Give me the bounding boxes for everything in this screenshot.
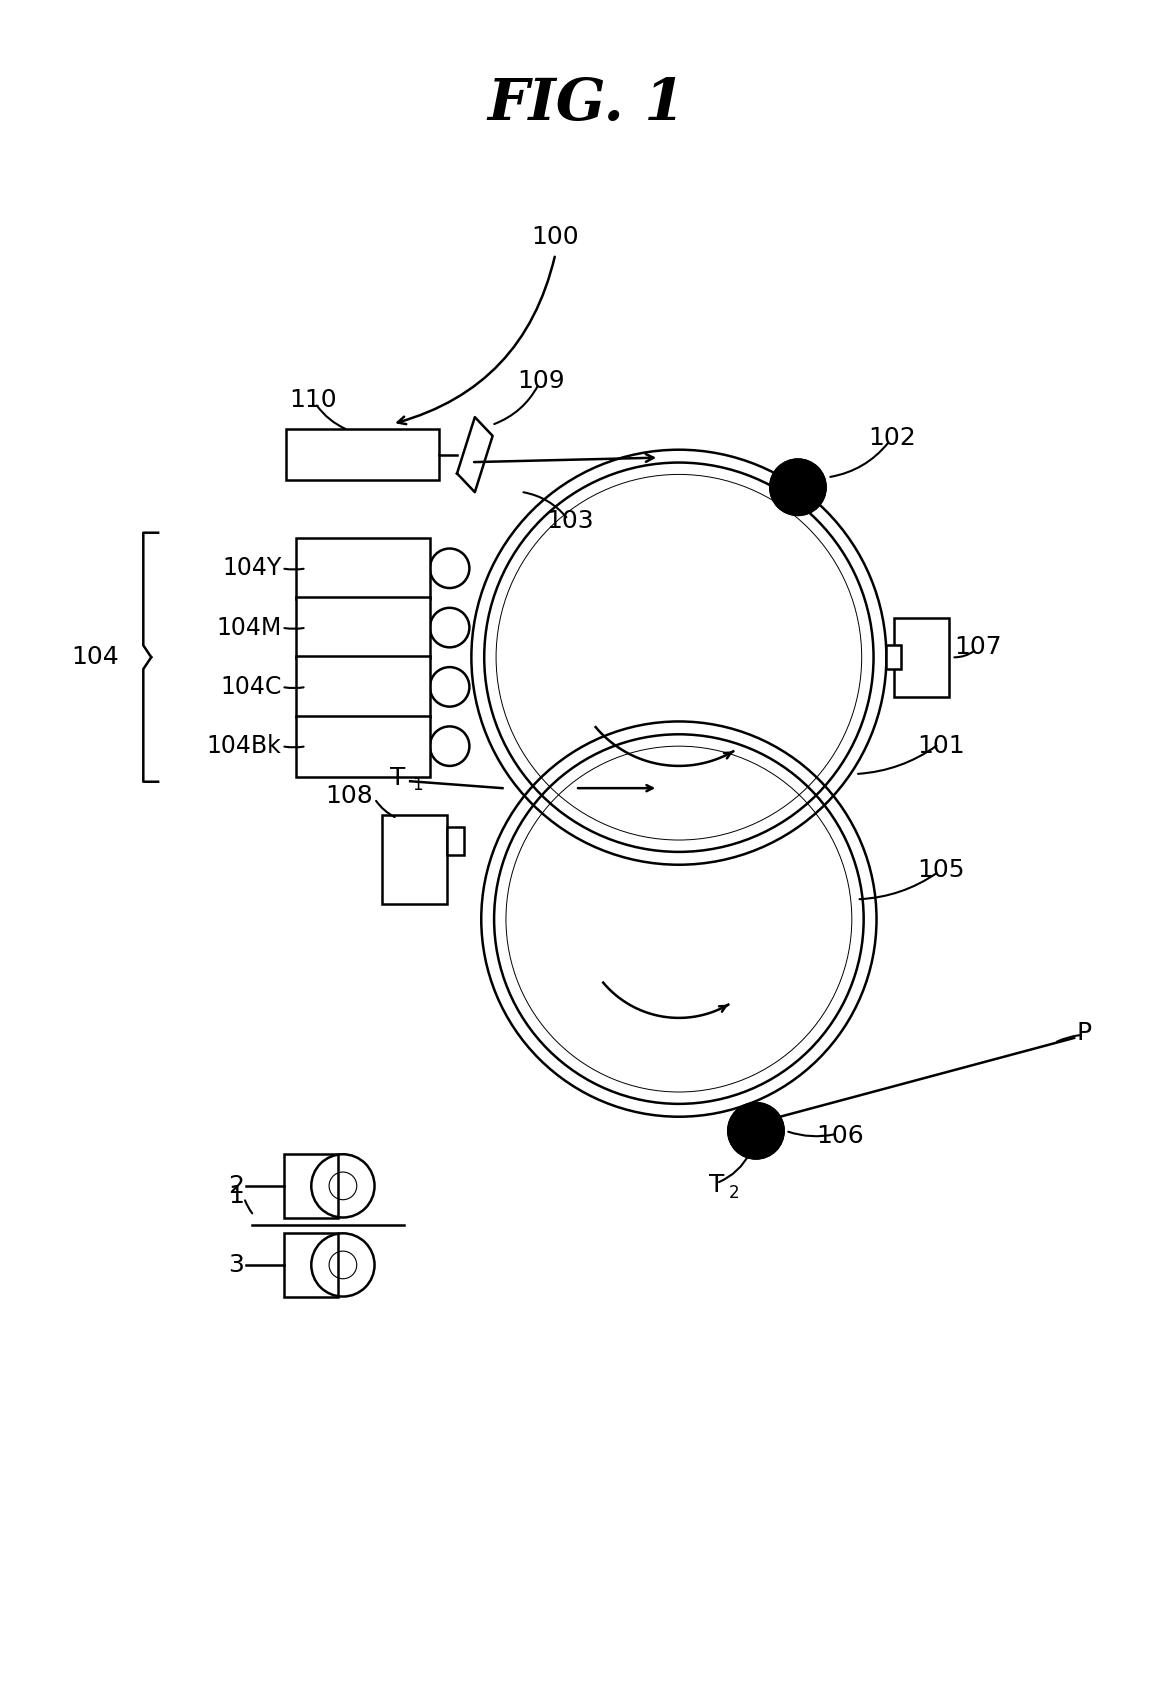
Text: 103: 103: [546, 509, 594, 534]
Bar: [297, 716, 430, 777]
Text: FIG. 1: FIG. 1: [488, 76, 684, 131]
Text: 104Bk: 104Bk: [207, 735, 281, 758]
Bar: [382, 816, 447, 905]
Text: 104Y: 104Y: [223, 556, 281, 580]
Text: 101: 101: [917, 735, 965, 758]
Text: 1: 1: [229, 1185, 244, 1208]
Text: 2: 2: [729, 1185, 740, 1201]
Text: T: T: [389, 767, 406, 790]
Text: 110: 110: [289, 388, 338, 413]
Text: T: T: [709, 1173, 724, 1196]
Text: 100: 100: [532, 226, 579, 249]
Bar: [286, 430, 440, 480]
Bar: [894, 618, 948, 698]
Bar: [284, 1154, 338, 1218]
Bar: [297, 596, 430, 659]
Text: 2: 2: [229, 1174, 244, 1198]
Text: 109: 109: [517, 369, 565, 393]
Bar: [284, 1233, 338, 1296]
Circle shape: [728, 1104, 784, 1159]
Text: 1: 1: [411, 777, 422, 794]
Text: 104C: 104C: [220, 676, 281, 699]
Text: 105: 105: [917, 858, 965, 881]
Text: P: P: [1076, 1021, 1091, 1045]
Bar: [447, 827, 464, 854]
Text: 104M: 104M: [217, 615, 281, 640]
Bar: [886, 645, 901, 669]
Bar: [297, 655, 430, 718]
Text: 102: 102: [868, 426, 915, 450]
Text: 107: 107: [954, 635, 1002, 659]
Text: 106: 106: [816, 1124, 864, 1147]
Polygon shape: [457, 418, 492, 492]
Bar: [297, 538, 430, 598]
Circle shape: [770, 460, 825, 516]
Text: 108: 108: [325, 784, 373, 807]
Text: 3: 3: [229, 1254, 244, 1277]
Text: 104: 104: [70, 645, 118, 669]
